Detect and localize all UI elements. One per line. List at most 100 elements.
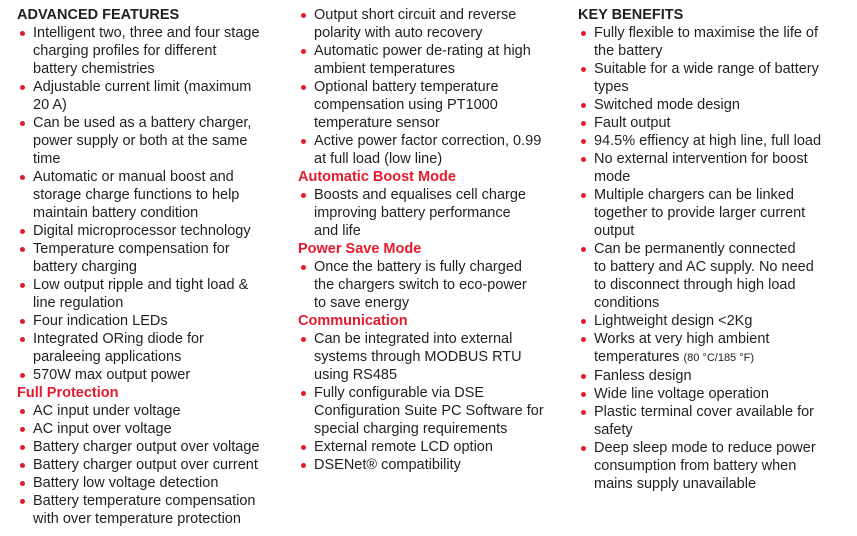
list-item: Fault output: [578, 114, 857, 132]
list-item-text: Suitable for a wide range of battery typ…: [594, 61, 819, 95]
bullet-icon: [581, 392, 586, 397]
list-item: Battery temperature compensation with ov…: [17, 492, 292, 528]
list-item: Fully configurable via DSE Configuration…: [298, 384, 573, 438]
list-item: Low output ripple and tight load & line …: [17, 276, 292, 312]
list-item-text: Automatic or manual boost and storage ch…: [33, 169, 240, 221]
list-item-text: Fully flexible to maximise the life of t…: [594, 25, 819, 59]
bullet-icon: [301, 193, 306, 198]
list-item-text: Boosts and equalises cell charge improvi…: [314, 187, 526, 239]
list-item: Temperature compensation for battery cha…: [17, 240, 292, 276]
list-item: Fully flexible to maximise the life of t…: [578, 24, 857, 60]
list-item: Fanless design: [578, 367, 857, 385]
list-item: Battery low voltage detection: [17, 474, 292, 492]
key-benefits-list: Fully flexible to maximise the life of t…: [578, 24, 857, 330]
list-item-text: Can be integrated into external systems …: [314, 331, 522, 383]
list-item-text: Can be used as a battery charger, power …: [33, 115, 252, 167]
list-item-text: 570W max output power: [33, 367, 191, 383]
bullet-icon: [581, 157, 586, 162]
list-item-text: 94.5% effiency at high line, full load: [594, 133, 822, 149]
list-item-text: Four indication LEDs: [33, 313, 168, 329]
bullet-icon: [20, 319, 25, 324]
full-protection-heading: Full Protection: [17, 385, 119, 401]
advanced-features-heading: ADVANCED FEATURES: [17, 7, 180, 23]
list-item: Adjustable current limit (maximum 20 A): [17, 78, 292, 114]
bullet-icon: [20, 481, 25, 486]
bullet-icon: [581, 193, 586, 198]
list-item-text: Battery charger output over current: [33, 457, 258, 473]
bullet-icon: [581, 31, 586, 36]
list-item: Can be integrated into external systems …: [298, 330, 573, 384]
list-item-text: Automatic power de-rating at high ambien…: [314, 43, 531, 77]
bullet-icon: [301, 139, 306, 144]
list-item: Intelligent two, three and four stage ch…: [17, 24, 292, 78]
bullet-icon: [301, 85, 306, 90]
automatic-boost-heading: Automatic Boost Mode: [298, 169, 456, 185]
list-item-text: Once the battery is fully charged the ch…: [314, 259, 527, 311]
bullet-icon: [20, 247, 25, 252]
list-item: Integrated ORing diode for paraleeing ap…: [17, 330, 292, 366]
key-benefits-column: KEY BENEFITS Fully flexible to maximise …: [578, 6, 857, 493]
list-item: Deep sleep mode to reduce power consumpt…: [578, 439, 857, 493]
bullet-icon: [301, 13, 306, 18]
bullet-icon: [20, 121, 25, 126]
power-save-heading: Power Save Mode: [298, 241, 422, 257]
list-item: Automatic or manual boost and storage ch…: [17, 168, 292, 222]
bullet-icon: [20, 229, 25, 234]
list-item-text: Battery low voltage detection: [33, 475, 219, 491]
protection-list-continued: Output short circuit and reverse polarit…: [298, 6, 573, 168]
bullet-icon: [301, 49, 306, 54]
bullet-icon: [20, 373, 25, 378]
temperature-note: (80 °C/185 °F): [683, 352, 755, 364]
list-item-text: Lightweight design <2Kg: [594, 313, 753, 329]
bullet-icon: [20, 463, 25, 468]
list-item-text: Low output ripple and tight load & line …: [33, 277, 249, 311]
list-item: Boosts and equalises cell charge improvi…: [298, 186, 573, 240]
list-item: DSENet® compatibility: [298, 456, 573, 474]
list-item-text: Fully configurable via DSE Configuration…: [314, 385, 544, 437]
list-item-text: Wide line voltage operation: [594, 386, 769, 402]
list-item: Can be permanently connected to battery …: [578, 240, 857, 312]
list-item-text: Deep sleep mode to reduce power consumpt…: [594, 440, 816, 492]
key-benefits-list-2: Fanless design Wide line voltage operatio…: [578, 367, 857, 493]
list-item: Four indication LEDs: [17, 312, 292, 330]
key-benefits-temp-list: Works at very high ambient temperatures …: [578, 330, 857, 367]
automatic-boost-list: Boosts and equalises cell charge improvi…: [298, 186, 573, 240]
features-column-2: Output short circuit and reverse polarit…: [298, 6, 573, 474]
key-benefits-heading: KEY BENEFITS: [578, 7, 684, 23]
list-item: Multiple chargers can be linked together…: [578, 186, 857, 240]
bullet-icon: [581, 446, 586, 451]
list-item-text: Can be permanently connected to battery …: [594, 241, 814, 311]
list-item-text: Active power factor correction, 0.99 at …: [314, 133, 542, 167]
list-item: Output short circuit and reverse polarit…: [298, 6, 573, 42]
list-item: Battery charger output over current: [17, 456, 292, 474]
list-item-text: External remote LCD option: [314, 439, 493, 455]
bullet-icon: [301, 337, 306, 342]
bullet-icon: [581, 121, 586, 126]
bullet-icon: [581, 67, 586, 72]
list-item-text: Intelligent two, three and four stage ch…: [33, 25, 260, 77]
list-item-text: Battery charger output over voltage: [33, 439, 260, 455]
list-item-text: Integrated ORing diode for paraleeing ap…: [33, 331, 204, 365]
bullet-icon: [20, 409, 25, 414]
bullet-icon: [20, 31, 25, 36]
advanced-features-list: Intelligent two, three and four stage ch…: [17, 24, 292, 384]
list-item: Wide line voltage operation: [578, 385, 857, 403]
list-item: Works at very high ambient temperatures …: [578, 330, 857, 367]
list-item-text: Switched mode design: [594, 97, 740, 113]
list-item: Digital microprocessor technology: [17, 222, 292, 240]
list-item-text: Optional battery temperature compensatio…: [314, 79, 499, 131]
bullet-icon: [20, 499, 25, 504]
bullet-icon: [581, 247, 586, 252]
list-item: No external intervention for boost mode: [578, 150, 857, 186]
list-item: Switched mode design: [578, 96, 857, 114]
list-item: 94.5% effiency at high line, full load: [578, 132, 857, 150]
bullet-icon: [20, 427, 25, 432]
bullet-icon: [581, 139, 586, 144]
list-item-text: AC input over voltage: [33, 421, 172, 437]
list-item: Optional battery temperature compensatio…: [298, 78, 573, 132]
bullet-icon: [301, 265, 306, 270]
list-item-text: Works at very high ambient temperatures: [594, 331, 770, 365]
bullet-icon: [581, 410, 586, 415]
communication-heading: Communication: [298, 313, 408, 329]
list-item: Active power factor correction, 0.99 at …: [298, 132, 573, 168]
